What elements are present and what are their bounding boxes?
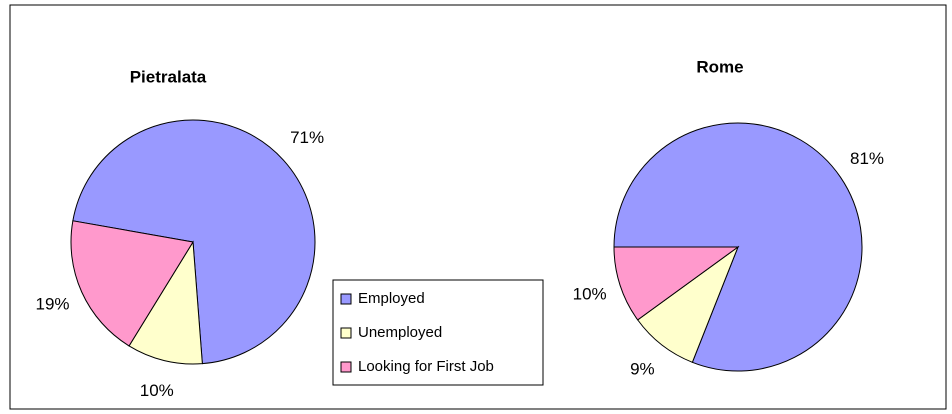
data-label: 81% [850, 149, 884, 168]
legend-label: Employed [358, 290, 425, 307]
legend-label: Unemployed [358, 324, 442, 341]
pie-slice [613, 246, 740, 321]
legend-label: Looking for First Job [358, 358, 494, 375]
data-label: 19% [36, 295, 70, 314]
legend-swatch [340, 293, 352, 305]
legend-swatch [340, 327, 352, 339]
pie-slice [613, 122, 863, 372]
legend-swatch [340, 361, 352, 373]
legend-box [332, 279, 544, 386]
data-label: 10% [140, 381, 174, 400]
pie-slice [70, 220, 194, 347]
pie-title: Pietralata [130, 67, 207, 86]
pie-slice [72, 119, 316, 365]
pie-slice [128, 240, 203, 365]
data-label: 9% [630, 360, 655, 379]
pie-title: Rome [696, 57, 743, 76]
data-label: 10% [573, 285, 607, 304]
data-label: 71% [290, 128, 324, 147]
